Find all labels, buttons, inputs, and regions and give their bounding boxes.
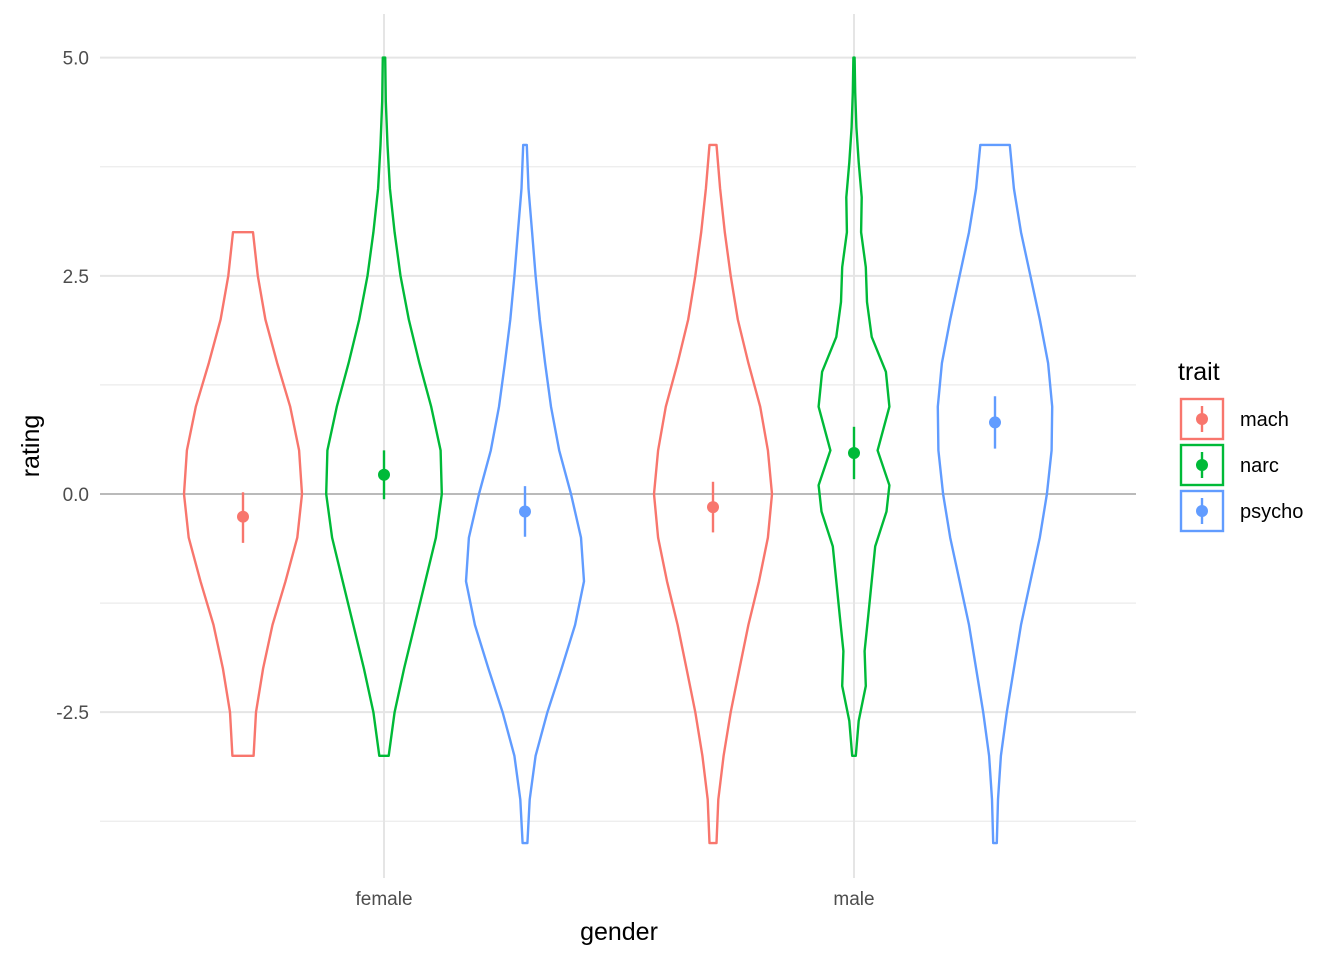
y-tick-labels: -2.5 0.0 2.5 5.0 <box>56 49 89 725</box>
mean-point-narc-male <box>848 446 860 459</box>
x-tick-label-female: female <box>355 889 412 910</box>
mean-point-psycho-male <box>989 416 1001 429</box>
y-axis-title: rating <box>17 415 45 478</box>
mean-point-narc-female <box>378 468 390 481</box>
legend: trait mach narc psycho <box>1178 358 1303 533</box>
legend-key-narc <box>1179 443 1225 487</box>
violin-mach-male <box>652 143 774 845</box>
y-tick-label: 2.5 <box>63 267 89 288</box>
mean-point-layer <box>237 396 1001 543</box>
x-tick-labels: female male <box>355 889 874 910</box>
y-tick-label: -2.5 <box>56 703 89 724</box>
legend-key-psycho <box>1179 489 1225 533</box>
mean-point-mach-male <box>707 501 719 514</box>
violin-narc-female <box>325 56 443 757</box>
grid-layer <box>100 14 1136 878</box>
y-tick-label: 0.0 <box>63 485 89 506</box>
violin-narc-male <box>817 56 891 757</box>
mean-point-mach-female <box>237 510 249 523</box>
legend-title: trait <box>1178 358 1220 386</box>
legend-point-psycho <box>1196 505 1208 517</box>
legend-label-mach: mach <box>1240 409 1289 431</box>
violin-layer <box>182 56 1054 845</box>
violin-mach-female <box>182 231 304 757</box>
x-tick-label-male: male <box>833 889 874 910</box>
y-tick-label: 5.0 <box>63 49 89 70</box>
x-axis-title: gender <box>580 918 658 946</box>
legend-key-mach <box>1179 397 1225 441</box>
violin-psycho-female <box>464 143 586 845</box>
legend-label-psycho: psycho <box>1240 501 1303 523</box>
mean-point-psycho-female <box>519 505 531 518</box>
violin-psycho-male <box>936 143 1054 845</box>
legend-point-narc <box>1196 459 1208 471</box>
legend-label-narc: narc <box>1240 455 1279 477</box>
legend-point-mach <box>1196 413 1208 425</box>
